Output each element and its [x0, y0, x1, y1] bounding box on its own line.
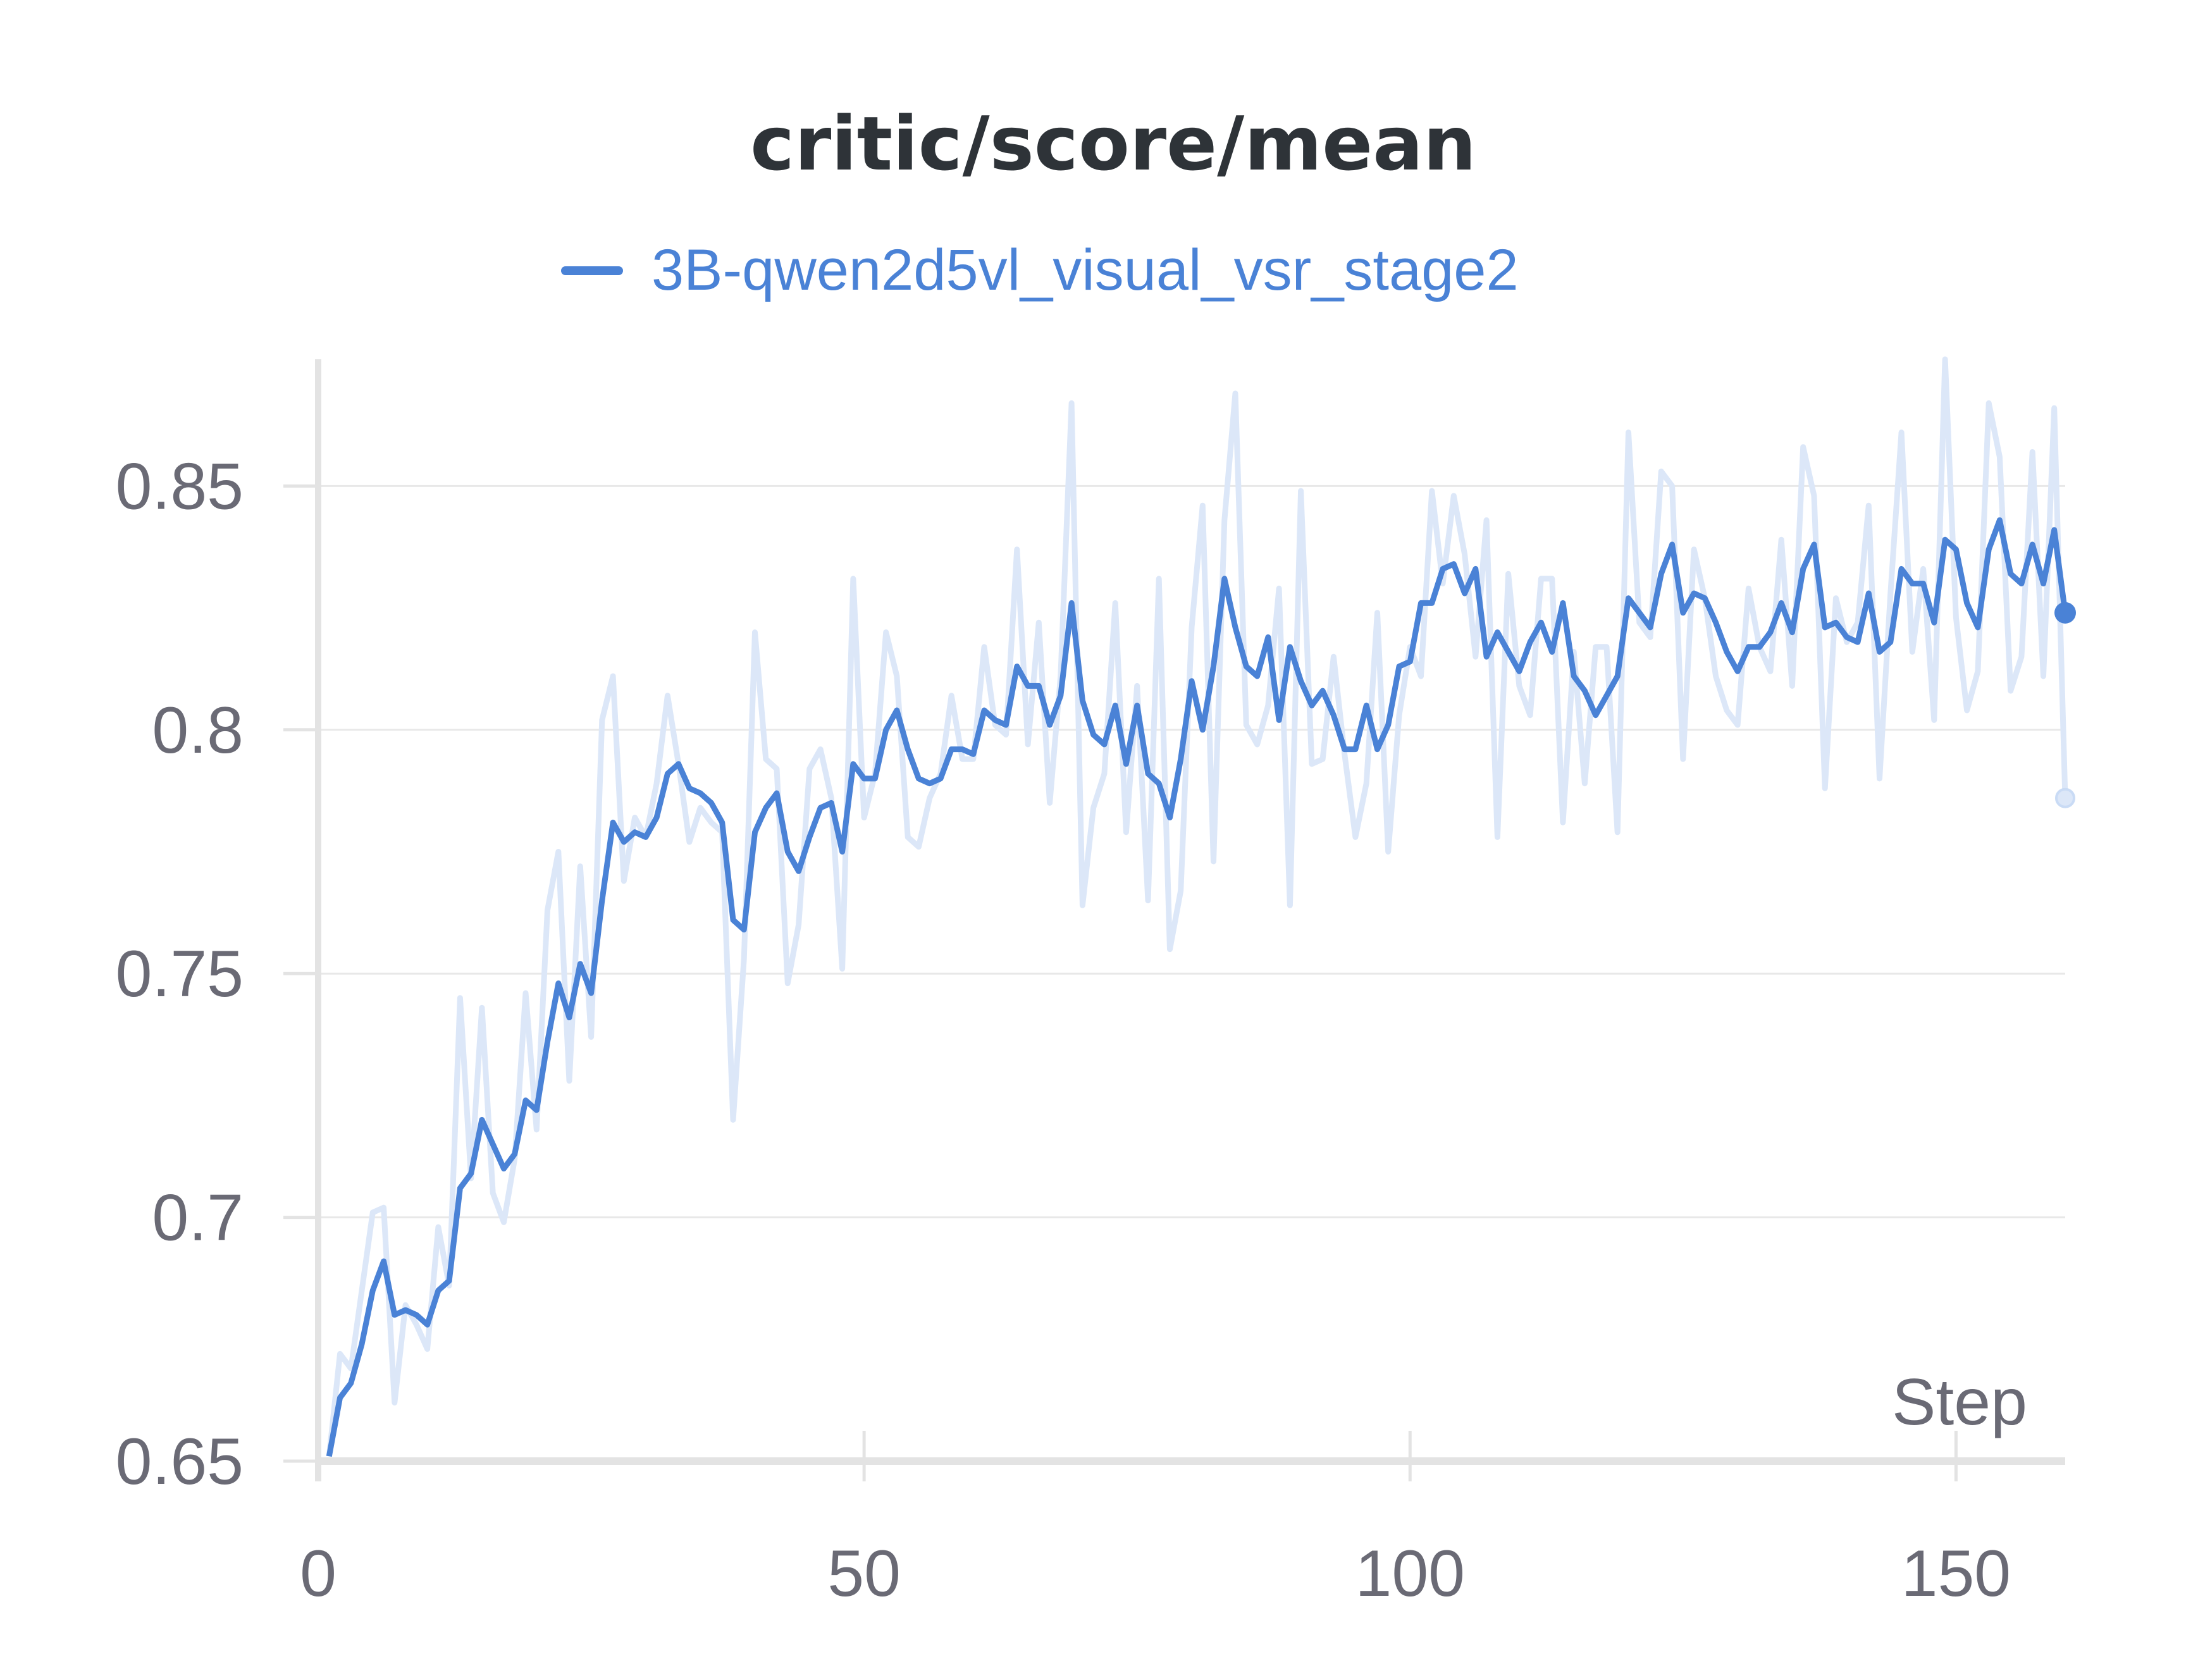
- legend-label: 3B-qwen2d5vl_visual_vsr_stage2: [651, 238, 1519, 302]
- smoothed-series: [326, 517, 2076, 1457]
- raw-endpoint: [2055, 788, 2075, 808]
- x-axis-ticks: 0 50 100 150: [300, 1431, 2011, 1610]
- chart-title: critic/score/mean: [750, 100, 1476, 187]
- y-tick-label: 0.8: [152, 694, 244, 767]
- y-tick-label: 0.75: [116, 937, 244, 1011]
- smoothed-endpoint: [2054, 602, 2076, 624]
- raw-series: [326, 356, 2075, 1457]
- smoothed-line: [326, 517, 2068, 1457]
- x-tick-label: 100: [1355, 1537, 1465, 1610]
- grid: [318, 485, 2065, 1219]
- y-tick-label: 0.65: [116, 1425, 244, 1498]
- y-axis-ticks: 0.65 0.7 0.75 0.8 0.85: [116, 450, 315, 1498]
- axes: [315, 359, 2065, 1481]
- x-axis-label: Step: [1892, 1366, 2027, 1439]
- legend: 3B-qwen2d5vl_visual_vsr_stage2: [561, 238, 1519, 302]
- x-tick-label: 0: [300, 1537, 337, 1610]
- y-tick-label: 0.85: [116, 450, 244, 523]
- y-tick-label: 0.7: [152, 1182, 244, 1255]
- x-tick-label: 150: [1901, 1537, 2011, 1610]
- raw-line: [326, 356, 2068, 1457]
- x-tick-label: 50: [827, 1537, 901, 1610]
